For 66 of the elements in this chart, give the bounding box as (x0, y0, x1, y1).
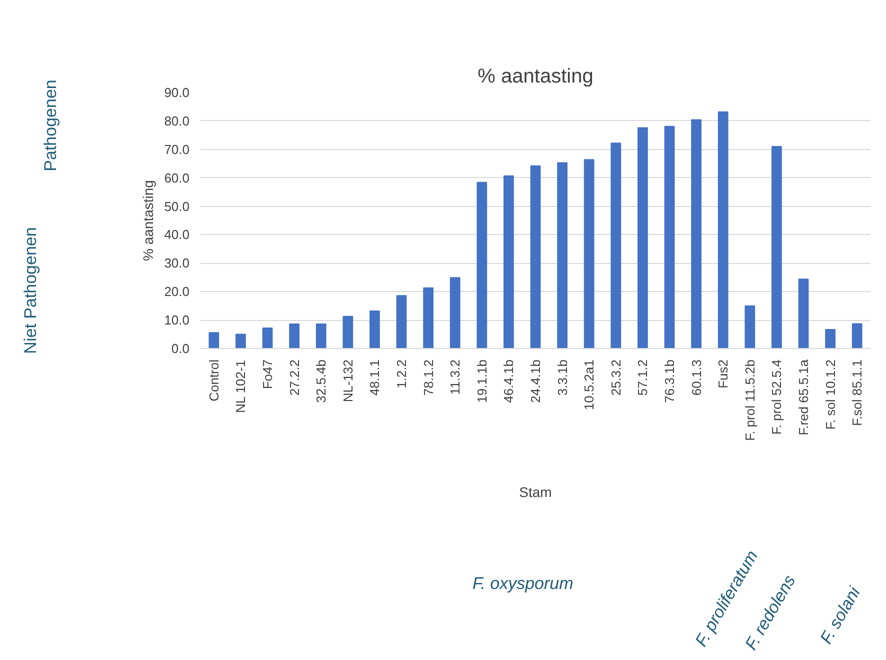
x-tick-label: 10.5.2a1 (582, 359, 597, 410)
x-tick-label: F.red 65.5.1a (796, 358, 811, 436)
bar (772, 146, 782, 348)
x-tick-label: 48.1.1 (367, 359, 382, 396)
bar (316, 324, 326, 348)
x-tick-label: 24.4.1b (528, 360, 543, 403)
x-tick-label: 46.4.1b (501, 360, 516, 403)
bar (557, 162, 568, 348)
y-tick-label: 50.0 (164, 198, 190, 214)
text: Niet Pathogenen (21, 227, 40, 354)
x-tick-label: 11.3.2 (448, 359, 463, 395)
x-tick-label: 32.5.4b (314, 360, 329, 403)
y-axis-title: % aantasting (140, 180, 156, 261)
bar (504, 175, 514, 348)
x-tick-label: F. sol 10.1.2 (822, 359, 838, 430)
bar (262, 328, 273, 348)
bar (396, 295, 407, 348)
x-tick-label: 60.1.3 (688, 359, 704, 396)
x-tick-label: 1.2.2 (394, 359, 409, 388)
y-tick-label: 90.0 (164, 85, 190, 100)
bar (638, 127, 648, 348)
bar (208, 332, 220, 348)
text: F. oxysporum (472, 574, 574, 593)
bar (664, 126, 675, 348)
x-tick-label: 78.1.2 (420, 359, 436, 396)
text: Pathogenen (41, 80, 60, 172)
y-tick-label: 80.0 (164, 113, 190, 128)
bar (476, 182, 488, 348)
x-tick-label: 27.2.2 (286, 359, 302, 396)
y-tick-label: 30.0 (164, 256, 190, 271)
x-tick-label: Fus2 (716, 359, 731, 388)
x-tick-label: NL 102-1 (233, 360, 248, 413)
bar (423, 287, 434, 348)
bar (342, 316, 354, 348)
bar (370, 310, 380, 348)
y-tick-label: 20.0 (164, 284, 190, 300)
x-tick-label: 3.3.1b (554, 359, 570, 396)
x-tick-label: F.sol 85.1.1 (850, 359, 865, 426)
bar (744, 305, 756, 348)
bar (450, 277, 460, 348)
bar (825, 328, 836, 348)
x-axis-title: Stam (519, 484, 552, 500)
bar (584, 159, 594, 348)
bar (610, 142, 622, 348)
bar (236, 334, 246, 348)
x-tick-label: 57.1.2 (635, 359, 650, 396)
x-tick-label: 19.1.1b (474, 360, 490, 403)
bar (798, 278, 809, 348)
y-tick-label: 10.0 (164, 312, 190, 328)
x-tick-label: Fo47 (260, 359, 275, 390)
bar (691, 119, 702, 348)
bar (718, 111, 728, 348)
x-tick-label: F. prol 52.5.4 (769, 360, 784, 435)
y-tick-label: 0.0 (171, 341, 190, 356)
x-tick-label: 76.3.1b (662, 360, 677, 403)
bar (289, 324, 300, 348)
y-tick-label: 70.0 (164, 142, 190, 157)
x-tick-label: 25.3.2 (608, 359, 624, 396)
x-tick-label: F. prol 11.5.2b (742, 360, 758, 441)
x-tick-label: Control (206, 359, 222, 402)
y-tick-label: 40.0 (164, 227, 190, 242)
bar (852, 323, 862, 348)
x-tick-label: NL-132 (340, 359, 356, 402)
y-tick-label: 60.0 (164, 170, 190, 186)
chart-title: % aantasting (478, 66, 594, 88)
bar (530, 165, 541, 348)
